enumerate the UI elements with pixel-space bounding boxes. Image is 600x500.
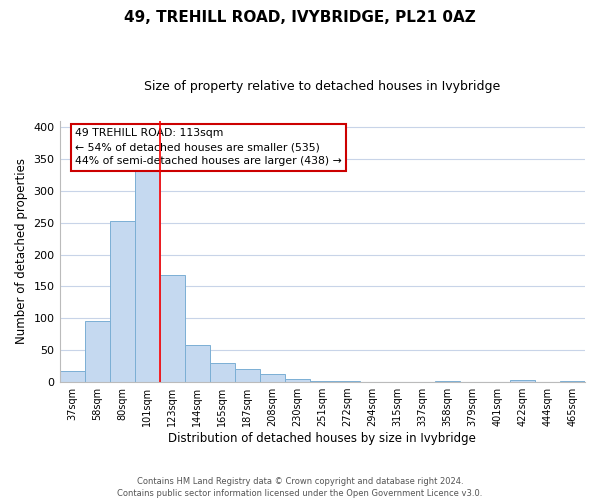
Title: Size of property relative to detached houses in Ivybridge: Size of property relative to detached ho…: [144, 80, 500, 93]
Y-axis label: Number of detached properties: Number of detached properties: [15, 158, 28, 344]
X-axis label: Distribution of detached houses by size in Ivybridge: Distribution of detached houses by size …: [169, 432, 476, 445]
Bar: [510, 380, 535, 382]
Bar: [134, 170, 160, 382]
Bar: [160, 275, 185, 382]
Bar: [285, 379, 310, 382]
Bar: [260, 374, 285, 382]
Bar: [209, 363, 235, 382]
Text: Contains HM Land Registry data © Crown copyright and database right 2024.
Contai: Contains HM Land Registry data © Crown c…: [118, 476, 482, 498]
Bar: [85, 322, 110, 382]
Text: 49 TREHILL ROAD: 113sqm
← 54% of detached houses are smaller (535)
44% of semi-d: 49 TREHILL ROAD: 113sqm ← 54% of detache…: [76, 128, 342, 166]
Text: 49, TREHILL ROAD, IVYBRIDGE, PL21 0AZ: 49, TREHILL ROAD, IVYBRIDGE, PL21 0AZ: [124, 10, 476, 25]
Bar: [110, 220, 134, 382]
Bar: [185, 345, 209, 382]
Bar: [235, 370, 260, 382]
Bar: [59, 371, 85, 382]
